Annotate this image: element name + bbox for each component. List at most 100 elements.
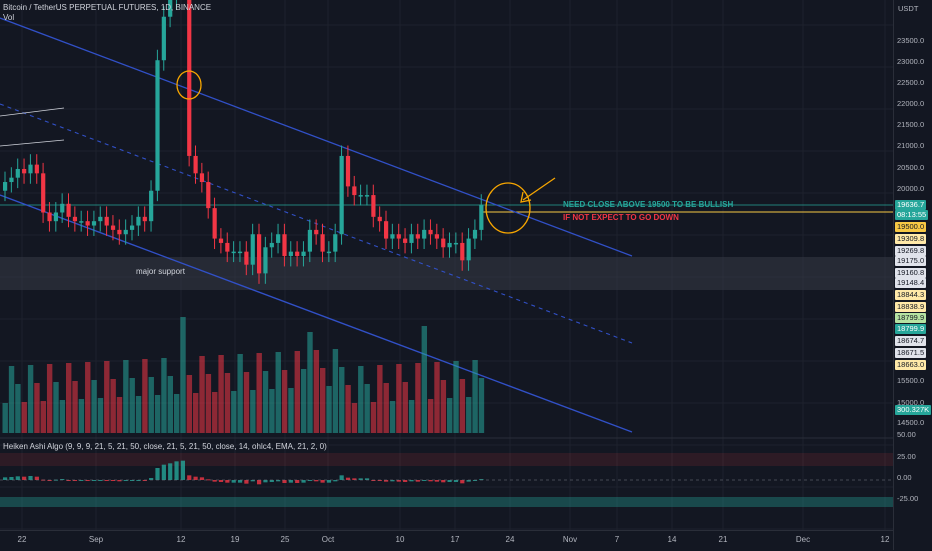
volume-bar (370, 402, 377, 433)
candle-body (434, 234, 439, 239)
volume-bar (193, 393, 199, 433)
volume-bar (2, 403, 8, 433)
indicator-bar (9, 477, 14, 480)
price-axis[interactable]: USDT 23500.0 23000.0 22500.0 22000.0 21500.0… (893, 0, 932, 550)
volume-bar (364, 384, 370, 433)
indicator-bar (396, 480, 401, 482)
volume-bar (66, 363, 72, 433)
indicator-bar (403, 480, 408, 482)
volume-bar (434, 362, 440, 433)
support-label: major support (136, 267, 185, 276)
volume-bar (15, 384, 21, 433)
symbol-title[interactable]: Bitcoin / TetherUS PERPETUAL FUTURES, 1D… (3, 3, 212, 12)
volume-bar (231, 391, 237, 433)
candle-body (193, 155, 198, 174)
volume-bar (85, 362, 91, 433)
candle-body (130, 225, 135, 230)
channel-bottom-line (0, 194, 633, 433)
candle-body (472, 229, 478, 239)
candle-body (364, 195, 370, 197)
indicator-bar (422, 480, 427, 481)
volume-bar (345, 385, 351, 433)
candle-body (199, 173, 205, 183)
time-label: 19 (230, 535, 240, 544)
candle-body (345, 155, 351, 187)
volume-bar (459, 379, 466, 433)
candle-body (257, 234, 262, 274)
indicator-bar (314, 480, 319, 482)
indicator-bar (295, 480, 300, 483)
candle-body (390, 234, 395, 239)
price-tag: 19500.0 (895, 222, 927, 232)
volume-bar (212, 392, 218, 433)
volume-bar (256, 353, 262, 433)
indicator-bar (47, 480, 52, 481)
volume-bar (78, 399, 85, 433)
indicator-bar (307, 480, 312, 481)
price-tag: 19269.8 (895, 246, 927, 256)
price-label: 23000.0 (897, 57, 925, 66)
volume-bar (320, 368, 326, 433)
price-label: 14500.0 (897, 418, 925, 427)
volume-bar (161, 358, 167, 433)
indicator-bar (225, 480, 230, 483)
price-tag: 18663.0 (895, 360, 927, 370)
time-label: 21 (718, 535, 728, 544)
indicator-bar (193, 476, 198, 480)
indicator-bar (155, 468, 160, 480)
volume-bar (237, 354, 243, 433)
indicator-axis-label: 0.00 (897, 473, 912, 482)
indicator-bar (136, 480, 141, 481)
price-label: 20000.0 (897, 184, 925, 193)
volume-bar (34, 383, 40, 433)
price-label: 21000.0 (897, 141, 925, 150)
indicator-bar (434, 480, 439, 482)
candle-body (206, 182, 211, 209)
candle-body (447, 242, 452, 248)
candle-body (263, 247, 268, 274)
candle-body (237, 251, 243, 254)
chart-area[interactable]: Bitcoin / TetherUS PERPETUAL FUTURES, 1D… (0, 0, 893, 530)
volume-bar (59, 400, 66, 433)
indicator-bar (79, 480, 84, 481)
volume-bar (123, 360, 129, 433)
indicator-bar (257, 480, 262, 485)
indicator-bar (415, 480, 420, 482)
indicator-bar (98, 480, 103, 481)
volume-bar (427, 399, 434, 433)
indicator-axis-label: -25.00 (897, 494, 919, 503)
candle-body (288, 251, 293, 256)
indicator-bar (377, 480, 382, 481)
candle-body (276, 234, 281, 243)
volume-bar (154, 395, 161, 433)
indicator-label[interactable]: Heiken Ashi Algo (9, 9, 9, 21, 5, 21, 50… (3, 442, 327, 451)
candle-body (339, 155, 344, 235)
candle-body (161, 16, 166, 61)
volume-bar (110, 379, 116, 433)
bearish-note: IF NOT EXPECT TO GO DOWN (563, 213, 679, 222)
time-axis[interactable]: 22 Sep 12 19 25 Oct 10 17 24 Nov 7 14 21 Dec 12 (0, 530, 893, 551)
volume-bar (224, 373, 231, 433)
candle-body (314, 229, 319, 235)
volume-bar (396, 364, 402, 433)
indicator-bar (22, 476, 27, 480)
indicator-bar (339, 475, 344, 480)
volume-bar (269, 389, 275, 433)
indicator-bar (187, 475, 192, 480)
candle-body (441, 238, 446, 248)
candle-body (218, 238, 224, 243)
indicator-bar (244, 480, 249, 484)
indicator-bar (441, 480, 446, 483)
indicator-bar (479, 479, 484, 481)
candle-body (104, 216, 109, 226)
volume-bar (447, 398, 453, 433)
price-chart-canvas[interactable] (0, 0, 893, 530)
price-tag: 19160.8 (895, 268, 927, 278)
indicator-bar (206, 479, 211, 481)
volume-bar (389, 401, 396, 433)
candle-body (352, 186, 357, 196)
candle-body (3, 182, 8, 191)
candle-body (409, 234, 414, 243)
candle-body (110, 225, 116, 230)
lower-band (0, 497, 893, 507)
